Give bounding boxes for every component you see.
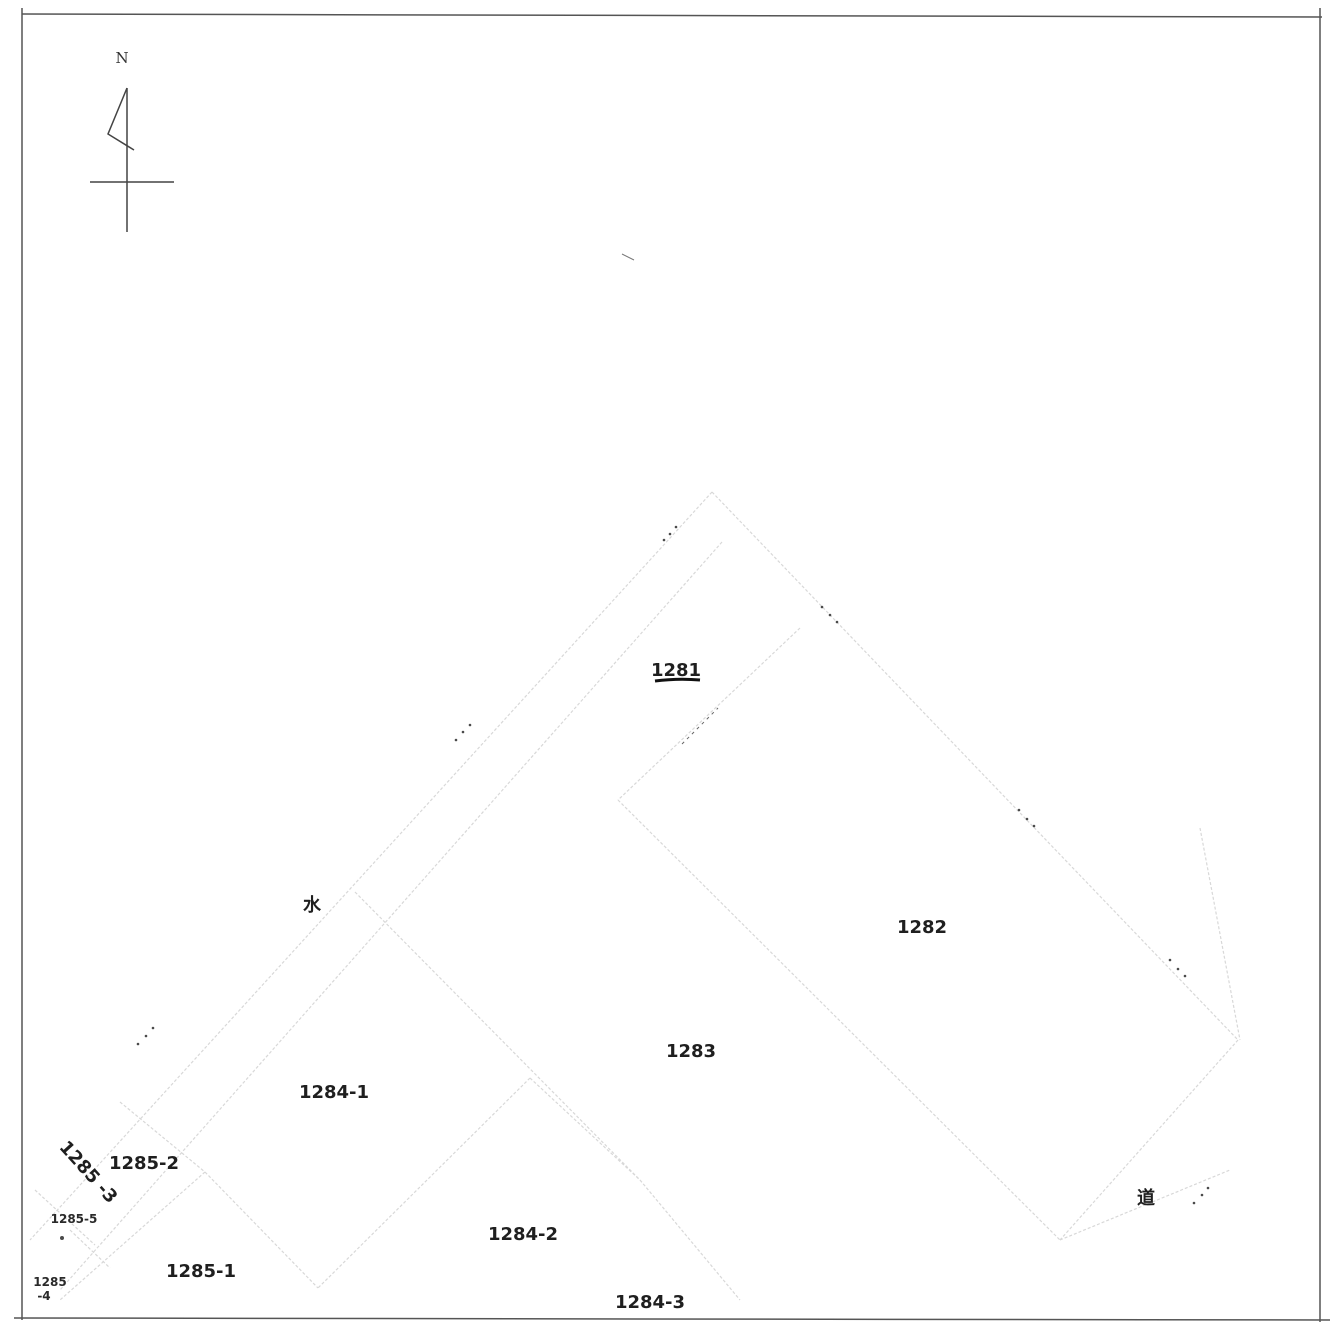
lot-label-1283: 1283 <box>666 1041 716 1062</box>
lot-label-1285-4-suffix: -4 <box>37 1289 50 1303</box>
lot-label-1282: 1282 <box>897 917 947 938</box>
boundary-markers <box>60 253 1210 1240</box>
north-arrow-icon <box>90 87 174 232</box>
lot-label-1285-5: 1285-5 <box>51 1212 98 1226</box>
lot-label-1284-1: 1284-1 <box>299 1082 369 1103</box>
lot-label-1285-2: 1285-2 <box>109 1153 179 1174</box>
lot-label-1285-1: 1285-1 <box>166 1261 236 1282</box>
water-channel-label: 水 <box>303 894 322 916</box>
map-border <box>13 8 1331 1322</box>
north-label: N <box>115 49 128 67</box>
parcel-lines <box>29 491 1241 1301</box>
lot-label-1284-3: 1284-3 <box>615 1292 685 1313</box>
lot-label-1285-4-number: 1285 <box>33 1275 66 1289</box>
lot-label-1284-2: 1284-2 <box>488 1224 558 1245</box>
lot-label-1281: 1281 <box>651 660 701 681</box>
road-label: 道 <box>1137 1187 1155 1209</box>
lot-1281-underline <box>654 677 701 683</box>
